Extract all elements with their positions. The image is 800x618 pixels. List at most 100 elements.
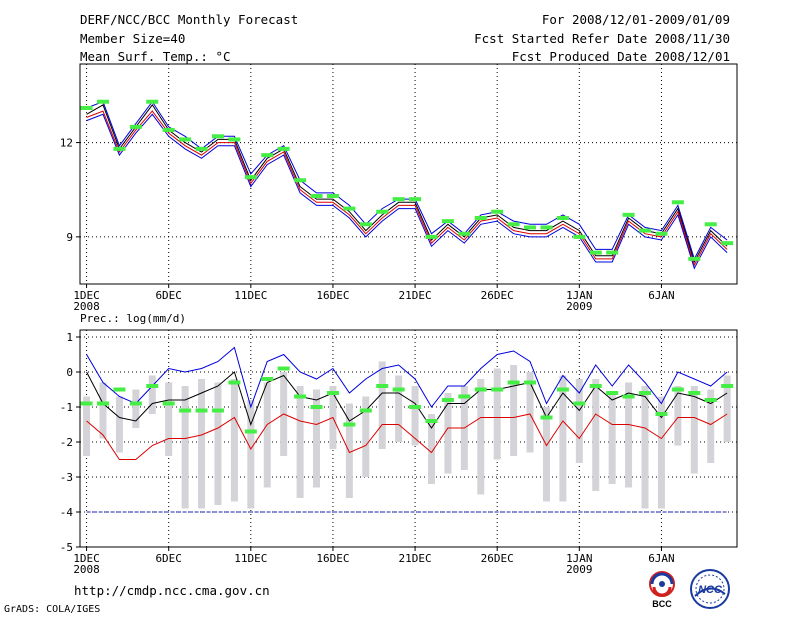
precipitation-observed-marker [671,387,684,392]
precipitation-spread-bar [427,414,435,484]
temperature-observed-marker [704,222,717,227]
precipitation-x-tick-label: 16DEC [316,552,349,565]
precipitation-spread-bar [526,372,534,453]
precipitation-observed-marker [688,391,701,395]
temperature-observed-marker [524,225,537,230]
temperature-observed-marker [211,134,224,139]
ncc-logo-text: NCC [698,584,723,596]
temperature-y-tick-label: 12 [60,137,73,150]
temperature-observed-marker [606,250,619,255]
precipitation-observed-marker [113,387,126,392]
precipitation-spread-bar [625,382,633,488]
temperature-observed-marker [540,225,553,230]
precipitation-spread-bar [444,393,452,474]
precipitation-spread-bar [690,386,698,474]
precipitation-observed-marker [326,391,339,395]
temperature-observed-marker [326,194,339,198]
temperature-observed-marker [179,137,192,142]
temperature-x-tick-year: 2008 [73,300,100,313]
precipitation-observed-marker [573,401,586,406]
forecast-produced-date: Fcst Produced Date 2008/12/01 [511,49,730,64]
precipitation-observed-marker [376,384,389,388]
precipitation-spread-bar [99,382,107,439]
temperature-observed-marker [162,128,175,132]
temperature-series-lower [86,110,728,267]
precipitation-y-tick-label: 1 [66,331,73,344]
precipitation-observed-marker [606,391,619,395]
ncc-logo: NCC [690,569,730,609]
temperature-plot-frame [79,63,738,285]
source-url[interactable]: http://cmdp.ncc.cma.gov.cn [74,583,270,598]
temperature-x-tick-label: 11DEC [234,289,267,302]
precipitation-observed-marker [458,394,471,399]
precipitation-spread-bar [181,386,189,509]
precipitation-observed-marker [162,401,175,406]
precipitation-observed-marker [359,408,372,413]
precipitation-observed-marker [129,401,142,406]
temperature-observed-marker [195,146,208,151]
temperature-observed-marker [409,197,422,202]
precipitation-spread-bar [592,379,600,491]
precipitation-spread-bar [542,407,550,502]
temperature-observed-marker [688,256,701,261]
grads-credit: GrADS: COLA/IGES [4,604,101,615]
temperature-x-tick-label: 16DEC [316,289,349,302]
temperature-series-mean [86,104,728,264]
temperature-x-tick-label: 1JAN [566,289,593,302]
precipitation-observed-marker [425,419,438,423]
precipitation-observed-marker [524,380,537,385]
precipitation-title: Prec.: log(mm/d) [80,312,186,325]
temperature-observed-marker [244,175,257,180]
precipitation-plot-frame [79,329,738,548]
precipitation-series-upper [86,346,728,409]
bcc-logo: BCC [649,571,675,609]
temperature-series-lowest [86,113,728,270]
precipitation-y-tick-label: -4 [60,506,74,519]
temperature-observed-marker [639,228,652,233]
temperature-observed-marker [589,250,602,255]
temperature-observed-marker [458,231,471,236]
precipitation-x-tick-label: 1JAN [566,552,593,565]
temperature-observed-marker [261,153,274,158]
precipitation-observed-marker [294,394,307,399]
precipitation-y-tick-label: -3 [60,471,73,484]
precipitation-observed-marker [540,415,553,420]
temperature-observed-marker [425,234,438,239]
precipitation-spread-bar [296,386,304,498]
precipitation-spread-bar [214,382,222,505]
precipitation-spread-bar [198,379,206,509]
temperature-x-tick-label: 6JAN [648,289,675,302]
precipitation-observed-marker [589,384,602,388]
precipitation-observed-marker [343,422,356,427]
precipitation-observed-marker [474,387,487,392]
temperature-observed-marker [392,197,405,202]
temperature-x-tick-year: 2009 [566,300,593,313]
temperature-observed-marker [655,231,668,236]
temperature-observed-marker [228,137,241,142]
precipitation-spread-bar [477,379,485,495]
precipitation-spread-bar [165,382,173,456]
precipitation-y-tick-label: -2 [60,436,73,449]
temperature-observed-marker [96,99,109,104]
precipitation-observed-marker [392,387,405,392]
precipitation-spread-bar [657,396,665,509]
precipitation-observed-marker [80,401,93,406]
precipitation-spread-bar [608,393,616,484]
precipitation-observed-marker [277,366,290,371]
precipitation-spread-bar [395,375,403,442]
precipitation-observed-marker [310,405,323,409]
precipitation-observed-marker [556,387,569,392]
temperature-observed-marker [507,222,520,227]
precipitation-x-tick-label: 1DEC [73,552,100,565]
temperature-observed-marker [622,212,635,217]
precipitation-y-tick-label: -5 [60,541,73,554]
precipitation-observed-marker [622,394,635,399]
precipitation-series-lower [86,413,728,460]
temperature-observed-marker [376,209,389,214]
variable-label: Mean Surf. Temp.: °C [80,49,231,64]
precipitation-spread-bar [247,400,255,509]
precipitation-spread-bar [575,379,583,463]
temperature-observed-marker [359,222,372,227]
temperature-observed-marker [671,200,684,205]
